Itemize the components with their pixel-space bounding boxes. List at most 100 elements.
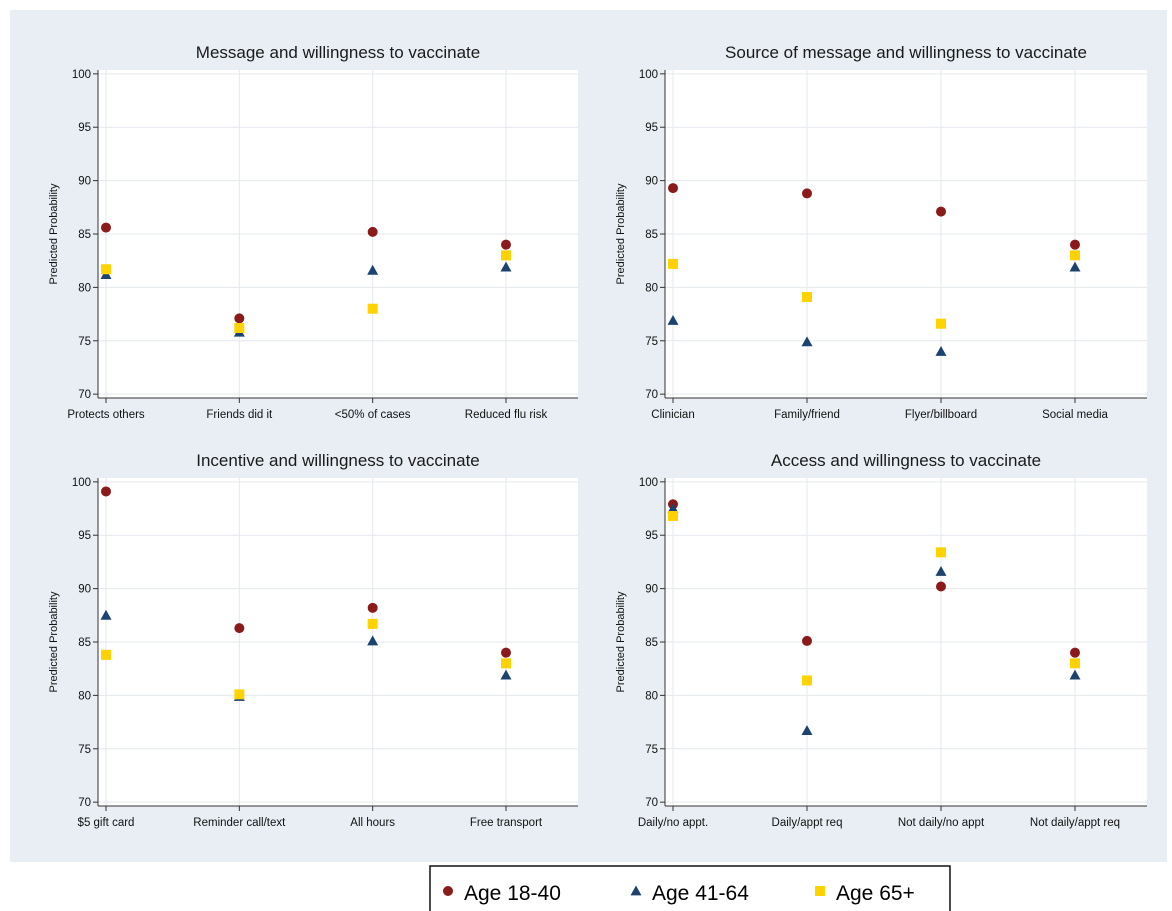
y-axis-label: Predicted Probability (615, 591, 627, 692)
point-square (1070, 658, 1080, 669)
legend: Age 18-40 Age 41-64 Age 65+ (429, 865, 951, 911)
x-tick-label: Protects others (67, 409, 145, 421)
y-tick-label: 75 (645, 336, 658, 348)
point-square (101, 649, 111, 660)
y-tick-label: 95 (78, 122, 91, 134)
point-square (668, 511, 678, 522)
y-tick-label: 100 (639, 477, 658, 489)
panel-2: 70 75 80 85 90 95 100 Clinician Family/friend Fly… (615, 43, 1147, 421)
x-tick-label: Reminder call/text (193, 817, 286, 829)
point-square (501, 658, 511, 669)
point-square (936, 547, 946, 558)
point-square (501, 250, 511, 261)
x-tick-label: Reduced flu risk (465, 409, 548, 421)
point-circle (668, 183, 678, 194)
x-tick-label: Daily/no appt. (638, 817, 708, 829)
x-tick-label: All hours (350, 817, 395, 829)
legend-label: Age 41-64 (652, 882, 749, 905)
point-square (367, 618, 378, 629)
panel-1: 70 75 80 85 90 95 100 Protects others Friends di… (48, 43, 578, 421)
x-tick-label: Not daily/appt req (1030, 817, 1120, 829)
point-triangle (935, 566, 947, 576)
point-square (802, 291, 812, 302)
point-triangle (667, 503, 679, 513)
y-tick-label: 70 (645, 797, 658, 809)
legend-items: Age 18-40 Age 41-64 Age 65+ (443, 882, 915, 905)
y-tick-label: 75 (645, 744, 658, 756)
x-tick-label: Daily/appt req (772, 817, 843, 829)
y-tick-label: 80 (645, 282, 658, 294)
point-triangle (100, 609, 112, 620)
x-tick-label: Family/friend (774, 409, 840, 421)
panel-title: Incentive and willingness to vaccinate (196, 451, 480, 470)
point-circle (234, 623, 245, 634)
y-tick-label: 95 (645, 122, 658, 134)
panel-4: 70 75 80 85 90 95 100 Daily/no appt. Daily/appt … (615, 451, 1147, 829)
y-tick-label: 70 (78, 797, 91, 809)
legend-marker-square (815, 886, 825, 896)
y-tick-label: 100 (72, 69, 91, 81)
y-tick-label: 75 (78, 336, 91, 348)
y-axis-label: Predicted Probability (48, 591, 60, 692)
y-tick-label: 90 (78, 176, 91, 188)
y-tick-label: 90 (645, 176, 658, 188)
panel-3: 70 75 80 85 90 95 100 $5 gift card Reminder call… (48, 451, 578, 829)
panel-title: Message and willingness to vaccinate (196, 43, 480, 62)
y-tick-label: 85 (78, 229, 91, 241)
panel-title: Access and willingness to vaccinate (771, 451, 1041, 470)
point-triangle (367, 264, 379, 275)
point-triangle (667, 314, 679, 325)
point-circle (936, 206, 946, 217)
x-tick-label: Friends did it (206, 409, 273, 421)
y-tick-label: 90 (645, 584, 658, 596)
point-circle (1070, 239, 1080, 250)
x-tick-label: Clinician (651, 409, 694, 421)
point-square (367, 303, 378, 314)
point-square (234, 322, 245, 333)
y-tick-label: 80 (645, 690, 658, 702)
point-triangle (801, 725, 813, 736)
point-circle (367, 602, 378, 613)
y-tick-label: 75 (78, 744, 91, 756)
x-tick-label: <50% of cases (335, 409, 411, 421)
y-axis-label: Predicted Probability (48, 183, 60, 284)
point-circle (501, 239, 511, 250)
y-tick-label: 100 (639, 69, 658, 81)
legend-label: Age 18-40 (464, 882, 561, 905)
point-circle (234, 313, 245, 324)
legend-marker-circle (443, 886, 453, 896)
point-square (802, 675, 812, 686)
point-circle (101, 486, 111, 497)
point-triangle (1069, 261, 1081, 272)
x-tick-label: Not daily/no appt (898, 817, 985, 829)
x-tick-label: $5 gift card (78, 817, 135, 829)
point-square (101, 264, 111, 275)
panel-title: Source of message and willingness to vac… (725, 43, 1087, 62)
y-tick-label: 70 (78, 389, 91, 401)
y-tick-label: 85 (78, 637, 91, 649)
y-axis-label: Predicted Probability (615, 183, 627, 284)
y-tick-label: 80 (78, 282, 91, 294)
y-tick-label: 80 (78, 690, 91, 702)
y-tick-label: 85 (645, 229, 658, 241)
point-square (936, 318, 946, 329)
legend-box (429, 865, 951, 911)
point-square (1070, 250, 1080, 261)
point-square (234, 689, 245, 700)
y-tick-label: 95 (78, 530, 91, 542)
point-circle (367, 226, 378, 237)
point-square (668, 258, 678, 269)
point-circle (101, 222, 111, 233)
point-triangle (1069, 669, 1081, 680)
panels: 70 75 80 85 90 95 100 Protects others Friends di… (48, 43, 1147, 829)
y-tick-label: 100 (72, 477, 91, 489)
point-triangle (367, 635, 379, 646)
y-tick-label: 70 (645, 389, 658, 401)
point-triangle (935, 345, 947, 356)
point-circle (501, 647, 511, 658)
y-tick-label: 90 (78, 584, 91, 596)
legend-label: Age 65+ (836, 882, 915, 905)
x-tick-label: Social media (1042, 409, 1108, 421)
point-circle (936, 581, 946, 592)
